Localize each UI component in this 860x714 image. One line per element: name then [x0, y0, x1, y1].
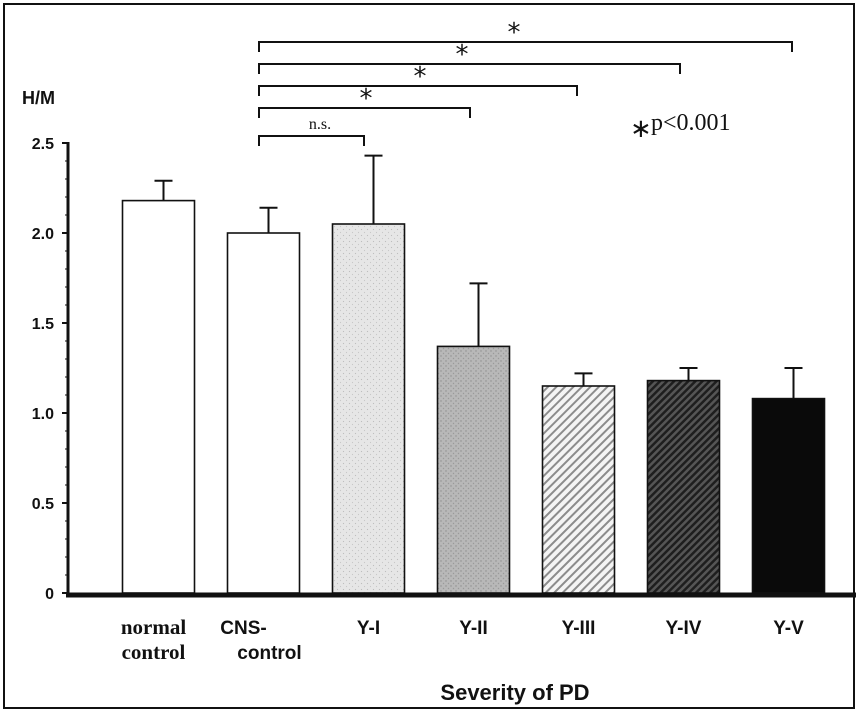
bar: [331, 223, 406, 594]
bar: [646, 379, 721, 594]
significance-star: *: [414, 62, 427, 92]
bar: [751, 397, 826, 594]
p-note-text: p<0.001: [651, 110, 731, 136]
significance-bracket: [258, 85, 578, 96]
significance-star: *: [508, 18, 521, 48]
y-tick-label: 2.0: [32, 226, 54, 243]
y-tick-label: 2.5: [32, 136, 54, 153]
y-tick-label: 0.5: [32, 496, 54, 513]
figure-frame: [3, 3, 855, 709]
y-ticks: 0 0.5 1.0 1.5 2.0 2.5: [32, 136, 68, 603]
x-tick-label: control: [237, 643, 301, 664]
y-tick-label: 0: [45, 586, 54, 603]
bar: [226, 232, 301, 594]
x-tick-label: Y-I: [357, 618, 380, 639]
significance-brackets: n.s. * * * *: [258, 18, 793, 146]
y-tick-label: 1.5: [32, 316, 54, 333]
bars: [121, 199, 826, 594]
x-axis-label: Severity of PD: [440, 680, 589, 705]
x-tick-label: Y-V: [773, 618, 804, 639]
p-value-note: ∗ p<0.001: [630, 110, 731, 144]
significance-bracket: [258, 135, 365, 146]
significance-bracket: [258, 107, 471, 118]
bar: [121, 199, 196, 594]
error-bars: [154, 154, 803, 399]
significance-star: *: [456, 40, 469, 70]
bar: [541, 385, 616, 594]
y-axis-label: H/M: [22, 88, 55, 108]
x-tick-label: Y-IV: [666, 618, 702, 639]
significance-bracket: [258, 41, 793, 52]
significance-bracket: [258, 63, 681, 74]
significance-star: *: [360, 84, 373, 114]
x-tick-label: normal: [121, 615, 186, 639]
ns-label: n.s.: [309, 116, 331, 133]
x-tick-label: Y-III: [562, 618, 596, 639]
p-note-star: ∗: [630, 114, 652, 144]
y-tick-label: 1.0: [32, 406, 54, 423]
x-tick-label: CNS-: [220, 618, 266, 639]
x-tick-label: control: [122, 640, 186, 664]
bar: [436, 345, 511, 594]
x-tick-label: Y-II: [459, 618, 488, 639]
